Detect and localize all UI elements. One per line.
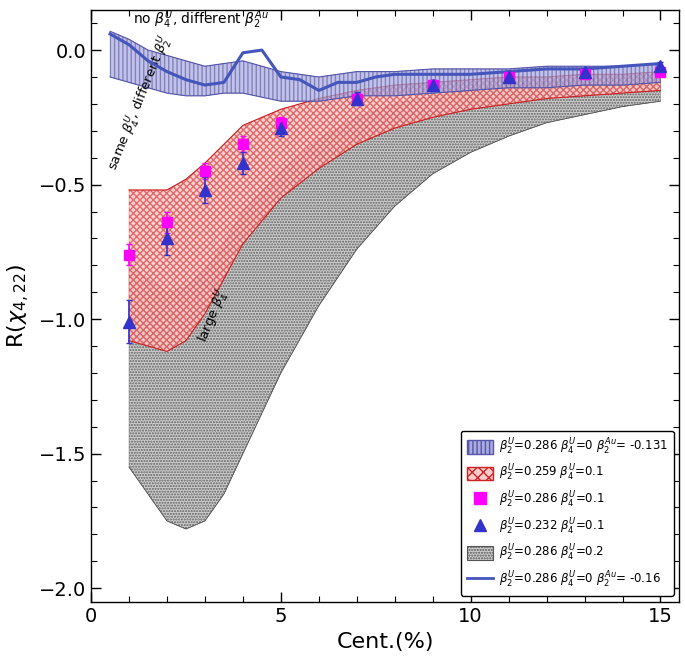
Text: large $\beta_4^U$: large $\beta_4^U$ (194, 286, 234, 346)
Text: same $\beta_4^U$, different $\beta_2^U$: same $\beta_4^U$, different $\beta_2^U$ (105, 32, 177, 174)
Legend: $\beta_2^U$=0.286 $\beta_4^U$=0 $\beta_2^{Au}$= -0.131, $\beta_2^U$=0.259 $\beta: $\beta_2^U$=0.286 $\beta_4^U$=0 $\beta_2… (461, 431, 673, 595)
Text: no $\beta_4^U$, different $\beta_2^{Au}$: no $\beta_4^U$, different $\beta_2^{Au}$ (133, 9, 269, 32)
Y-axis label: R($\chi_{4,22}$): R($\chi_{4,22}$) (5, 263, 32, 348)
X-axis label: Cent.(%): Cent.(%) (336, 632, 434, 653)
